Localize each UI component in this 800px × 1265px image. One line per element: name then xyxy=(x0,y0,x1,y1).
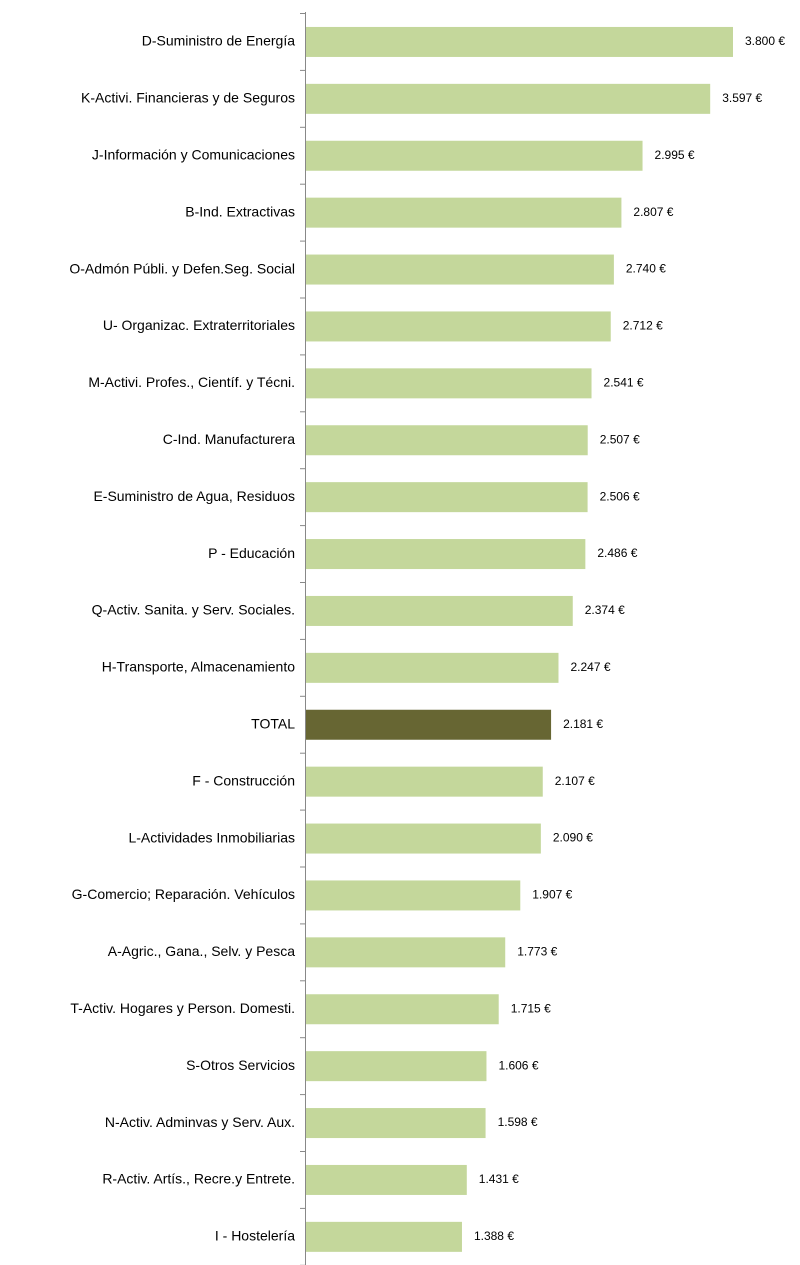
category-label: L-Actividades Inmobiliarias xyxy=(128,829,295,845)
category-label: Q-Activ. Sanita. y Serv. Sociales. xyxy=(92,602,295,618)
bar xyxy=(306,937,506,968)
category-label: S-Otros Servicios xyxy=(186,1057,295,1073)
category-label: C-Ind. Manufacturera xyxy=(163,431,295,447)
bar xyxy=(306,994,499,1025)
bar xyxy=(306,1164,467,1195)
bar xyxy=(306,368,592,399)
bar xyxy=(306,539,586,570)
value-label: 1.715 € xyxy=(511,1001,551,1015)
bar xyxy=(306,197,622,228)
bar xyxy=(306,1108,486,1139)
value-label: 1.773 € xyxy=(517,945,557,959)
category-label: K-Activi. Financieras y de Seguros xyxy=(81,90,295,106)
bar xyxy=(306,1051,487,1082)
category-label: A-Agric., Gana., Selv. y Pesca xyxy=(108,943,295,959)
bar xyxy=(306,26,733,57)
category-label: B-Ind. Extractivas xyxy=(185,203,295,219)
bar xyxy=(306,254,614,285)
category-label: G-Comercio; Reparación. Vehículos xyxy=(72,886,295,902)
bar xyxy=(306,652,559,683)
category-label: F - Construcción xyxy=(192,772,295,788)
value-label: 2.807 € xyxy=(633,205,673,219)
value-label: 2.247 € xyxy=(570,660,610,674)
category-label: T-Activ. Hogares y Person. Domesti. xyxy=(70,1000,295,1016)
bar xyxy=(306,709,552,740)
value-label: 2.181 € xyxy=(563,717,603,731)
bar xyxy=(306,140,643,171)
bar xyxy=(306,311,611,342)
value-label: 3.597 € xyxy=(722,91,762,105)
bar xyxy=(306,1221,462,1252)
category-label: U- Organizac. Extraterritoriales xyxy=(103,317,295,333)
value-label: 2.486 € xyxy=(597,546,637,560)
category-label: O-Admón Públi. y Defen.Seg. Social xyxy=(69,260,295,276)
bar xyxy=(306,766,543,797)
value-label: 1.606 € xyxy=(498,1058,538,1072)
bar xyxy=(306,880,521,911)
category-label: E-Suministro de Agua, Residuos xyxy=(93,488,295,504)
value-label: 2.712 € xyxy=(623,319,663,333)
value-label: 2.374 € xyxy=(585,603,625,617)
bar xyxy=(306,83,711,114)
value-label: 2.507 € xyxy=(600,432,640,446)
value-label: 1.388 € xyxy=(474,1229,514,1243)
value-label: 1.907 € xyxy=(532,888,572,902)
value-label: 2.740 € xyxy=(626,262,666,276)
category-label: M-Activi. Profes., Científ. y Técni. xyxy=(88,374,295,390)
bar xyxy=(306,482,588,513)
category-label: H-Transporte, Almacenamiento xyxy=(102,659,295,675)
category-label: D-Suministro de Energía xyxy=(142,33,296,49)
bar xyxy=(306,823,541,854)
value-label: 1.431 € xyxy=(479,1172,519,1186)
category-label: TOTAL xyxy=(251,715,295,731)
category-label: P - Educación xyxy=(208,545,295,561)
value-label: 1.598 € xyxy=(498,1115,538,1129)
category-label: I - Hostelería xyxy=(215,1228,295,1244)
value-label: 3.800 € xyxy=(745,34,785,48)
category-label: N-Activ. Adminvas y Serv. Aux. xyxy=(105,1114,295,1130)
value-label: 2.541 € xyxy=(604,376,644,390)
value-label: 2.090 € xyxy=(553,831,593,845)
bar xyxy=(306,425,588,456)
value-label: 2.995 € xyxy=(655,148,695,162)
value-label: 2.506 € xyxy=(600,489,640,503)
category-label: J-Información y Comunicaciones xyxy=(92,146,295,162)
value-label: 2.107 € xyxy=(555,774,595,788)
category-label: R-Activ. Artís., Recre.y Entrete. xyxy=(102,1171,295,1187)
bar xyxy=(306,595,573,626)
